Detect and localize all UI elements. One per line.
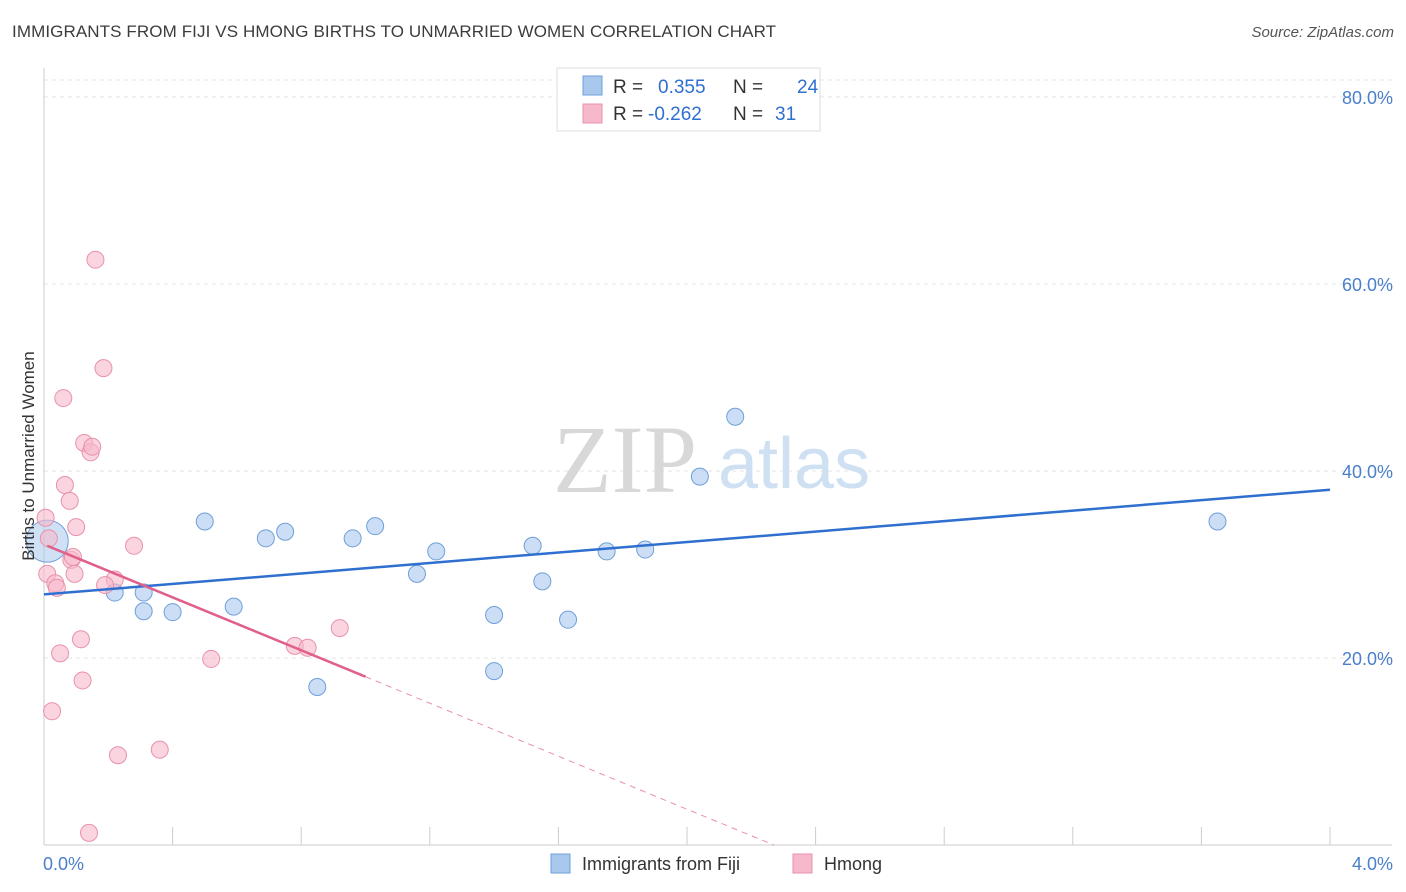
point-hmong-6 <box>51 644 70 663</box>
trend-line-fiji <box>43 488 1331 596</box>
point-fiji-9 <box>308 677 327 696</box>
point-fiji-12 <box>407 564 426 583</box>
point-hmong-7 <box>54 389 73 408</box>
legend-r-value-hmong: -0.262 <box>648 104 702 125</box>
point-fiji-6 <box>224 597 243 616</box>
source-credit: Source: ZipAtlas.com <box>1251 24 1394 41</box>
point-fiji-8 <box>276 522 295 541</box>
series-legend-label-fiji: Immigrants from Fiji <box>582 854 740 874</box>
watermark-zip: ZIP <box>553 406 697 513</box>
point-fiji-5 <box>195 512 214 531</box>
point-fiji-7 <box>256 529 275 548</box>
point-fiji-16 <box>523 536 542 555</box>
point-fiji-14 <box>485 662 504 681</box>
point-hmong-23 <box>108 746 127 765</box>
legend-n-value-fiji: 24 <box>797 77 819 98</box>
point-fiji-13 <box>427 542 446 561</box>
y-tick-label-0: 20.0% <box>1342 649 1393 669</box>
series-legend-swatch-fiji <box>550 853 571 874</box>
trend-line-hmong <box>46 544 366 678</box>
correlation-legend: R = 0.355 N = 24 R = -0.262 N = 31 <box>556 67 821 132</box>
point-hmong-0 <box>36 508 55 527</box>
point-fiji-3 <box>134 602 153 621</box>
legend-r-label-hmong: R = <box>613 104 643 125</box>
point-fiji-18 <box>559 610 578 629</box>
grid-lines <box>44 79 1392 659</box>
point-hmong-29 <box>330 619 349 638</box>
point-fiji-17 <box>533 572 552 591</box>
legend-n-label-hmong: N = <box>733 104 763 125</box>
point-fiji-21 <box>690 467 709 486</box>
y-tick-label-3: 80.0% <box>1342 88 1393 108</box>
point-hmong-25 <box>150 740 169 759</box>
point-fiji-15 <box>485 605 504 624</box>
x-tick-label-min: 0.0% <box>43 854 84 874</box>
point-hmong-17 <box>80 823 99 842</box>
point-fiji-10 <box>343 529 362 548</box>
axes <box>43 68 1392 846</box>
point-fiji-11 <box>366 517 385 536</box>
point-hmong-12 <box>65 564 84 583</box>
point-hmong-26 <box>202 649 221 668</box>
point-hmong-20 <box>86 250 105 269</box>
y-tick-labels: 20.0% 40.0% 60.0% 80.0% <box>1342 88 1393 669</box>
point-hmong-8 <box>55 476 74 495</box>
legend-swatch-fiji <box>582 75 603 96</box>
watermark-atlas: atlas <box>718 424 870 504</box>
series-legend-label-hmong: Hmong <box>824 854 882 874</box>
point-hmong-14 <box>71 630 90 649</box>
point-fiji-19 <box>597 542 616 561</box>
point-fiji-22 <box>726 407 745 426</box>
point-hmong-9 <box>60 491 79 510</box>
point-fiji-4 <box>163 603 182 622</box>
point-hmong-15 <box>73 671 92 690</box>
legend-n-value-hmong: 31 <box>775 104 796 125</box>
chart-title: IMMIGRANTS FROM FIJI VS HMONG BIRTHS TO … <box>12 22 777 41</box>
y-axis-title: Births to Unmarried Women <box>19 351 38 560</box>
legend-r-label-fiji: R = <box>613 77 643 98</box>
y-tick-label-2: 60.0% <box>1342 275 1393 295</box>
point-fiji-23 <box>1208 512 1227 531</box>
point-fiji-20 <box>636 540 655 559</box>
trend-line-hmong-extension <box>365 676 774 846</box>
point-hmong-24 <box>125 536 144 555</box>
point-hmong-2 <box>39 529 58 548</box>
legend-swatch-hmong <box>582 103 603 124</box>
point-hmong-21 <box>94 359 113 378</box>
point-hmong-19 <box>83 437 102 456</box>
legend-r-value-fiji: 0.355 <box>658 77 706 98</box>
point-hmong-3 <box>43 702 62 721</box>
watermark: ZIP atlas <box>553 406 870 513</box>
series-legend-swatch-hmong <box>792 853 813 874</box>
y-tick-label-1: 40.0% <box>1342 462 1393 482</box>
point-hmong-13 <box>67 518 86 537</box>
x-tick-labels: 0.0% 4.0% <box>43 854 1393 874</box>
legend-n-label-fiji: N = <box>733 77 763 98</box>
x-tick-label-max: 4.0% <box>1352 854 1393 874</box>
trend-lines <box>43 488 1331 846</box>
series-legend: Immigrants from Fiji Hmong <box>550 853 882 874</box>
